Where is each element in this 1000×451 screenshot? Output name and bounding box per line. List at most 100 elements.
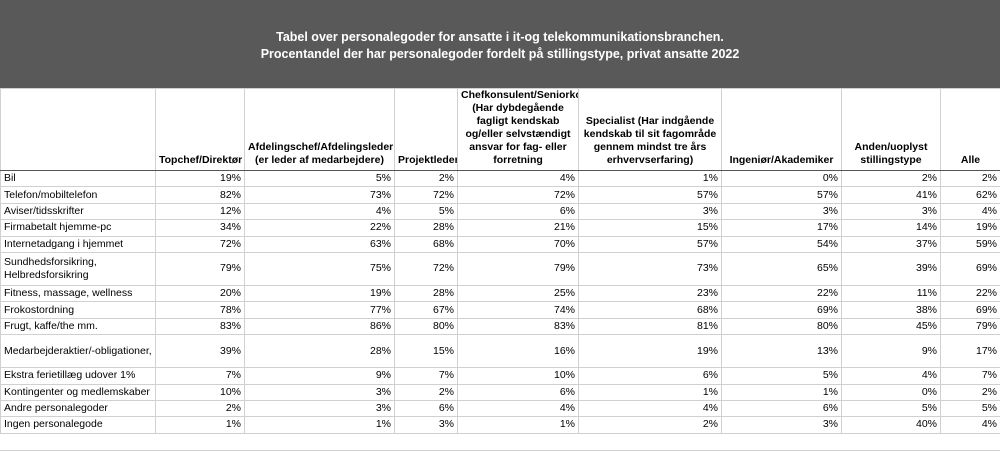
table-row: Bil 19% 5% 2% 4% 1% 0% 2% 2% bbox=[0, 169, 1000, 188]
cell: 72% bbox=[394, 251, 458, 286]
row-label: Frugt, kaffe/the mm. bbox=[0, 317, 156, 336]
cell: 2% bbox=[155, 399, 245, 418]
cell: 1% bbox=[244, 416, 395, 434]
cell: 6% bbox=[721, 399, 842, 418]
cell: 45% bbox=[841, 317, 941, 336]
cell: 68% bbox=[394, 235, 458, 253]
cell: 38% bbox=[841, 301, 941, 319]
row-label: Andre personalegoder bbox=[0, 399, 156, 418]
header-cell: Ingeniør/Akademiker bbox=[721, 88, 842, 171]
header-cell: Projektleder bbox=[394, 88, 458, 171]
spacer-cell bbox=[394, 432, 458, 451]
spacer-cell bbox=[721, 432, 842, 451]
cell: 6% bbox=[457, 202, 579, 221]
cell: 3% bbox=[721, 416, 842, 434]
cell: 65% bbox=[721, 251, 842, 286]
cell: 82% bbox=[155, 186, 245, 204]
table-row: Frugt, kaffe/the mm. 83% 86% 80% 83% 81% 80% 45… bbox=[0, 317, 1000, 336]
cell: 73% bbox=[578, 251, 722, 286]
cell: 1% bbox=[721, 383, 842, 401]
cell: 19% bbox=[244, 284, 395, 303]
cell: 83% bbox=[457, 317, 579, 336]
cell: 34% bbox=[155, 219, 245, 237]
row-label: Kontingenter og medlemskaber bbox=[0, 383, 156, 401]
cell: 19% bbox=[940, 219, 1000, 237]
cell: 2% bbox=[394, 169, 458, 188]
cell: 9% bbox=[841, 334, 941, 369]
cell: 3% bbox=[841, 202, 941, 221]
cell: 14% bbox=[841, 219, 941, 237]
header-cell: Anden/uoplyst stillingstype bbox=[841, 88, 941, 171]
cell: 2% bbox=[394, 383, 458, 401]
spacer-cell bbox=[244, 432, 395, 451]
header-cell: Chefkonsulent/Seniorkonsulent (Har dybde… bbox=[457, 88, 579, 171]
table-row: Ekstra ferietillæg udover 1% 7% 9% 7% 10% 6% 5… bbox=[0, 367, 1000, 385]
cell: 15% bbox=[394, 334, 458, 369]
cell: 4% bbox=[578, 399, 722, 418]
cell: 23% bbox=[578, 284, 722, 303]
cell: 19% bbox=[155, 169, 245, 188]
spacer-cell bbox=[155, 432, 245, 451]
row-label: Aviser/tidsskrifter bbox=[0, 202, 156, 221]
cell: 83% bbox=[155, 317, 245, 336]
spacer-row bbox=[0, 432, 1000, 451]
cell: 6% bbox=[578, 367, 722, 385]
cell: 5% bbox=[841, 399, 941, 418]
cell: 73% bbox=[244, 186, 395, 204]
cell: 77% bbox=[244, 301, 395, 319]
cell: 86% bbox=[244, 317, 395, 336]
cell: 1% bbox=[457, 416, 579, 434]
cell: 19% bbox=[578, 334, 722, 369]
cell: 2% bbox=[940, 169, 1000, 188]
cell: 72% bbox=[394, 186, 458, 204]
header-row: Topchef/Direktør Afdelingschef/Afdelingsl… bbox=[0, 88, 1000, 171]
cell: 41% bbox=[841, 186, 941, 204]
cell: 0% bbox=[721, 169, 842, 188]
cell: 79% bbox=[155, 251, 245, 286]
cell: 15% bbox=[578, 219, 722, 237]
cell: 6% bbox=[457, 383, 579, 401]
cell: 79% bbox=[940, 317, 1000, 336]
row-label: Firmabetalt hjemme-pc bbox=[0, 219, 156, 237]
cell: 17% bbox=[721, 219, 842, 237]
table-row: Fitness, massage, wellness 20% 19% 28% 25% 23… bbox=[0, 284, 1000, 303]
title-band: Tabel over personalegoder for ansatte i … bbox=[0, 0, 1000, 88]
header-cell bbox=[0, 88, 156, 171]
cell: 57% bbox=[578, 235, 722, 253]
header-cell: Specialist (Har indgående kendskab til s… bbox=[578, 88, 722, 171]
cell: 22% bbox=[244, 219, 395, 237]
row-label: Medarbejderaktier/-obligationer, bbox=[0, 334, 156, 369]
cell: 74% bbox=[457, 301, 579, 319]
cell: 2% bbox=[841, 169, 941, 188]
table-row: Frokostordning 78% 77% 67% 74% 68% 69% 38% 69% bbox=[0, 301, 1000, 319]
cell: 37% bbox=[841, 235, 941, 253]
cell: 3% bbox=[578, 202, 722, 221]
cell: 7% bbox=[394, 367, 458, 385]
cell: 80% bbox=[721, 317, 842, 336]
cell: 81% bbox=[578, 317, 722, 336]
cell: 40% bbox=[841, 416, 941, 434]
cell: 1% bbox=[578, 383, 722, 401]
cell: 1% bbox=[578, 169, 722, 188]
cell: 5% bbox=[394, 202, 458, 221]
cell: 25% bbox=[457, 284, 579, 303]
table-row: Medarbejderaktier/-obligationer, 39% 28% 15… bbox=[0, 334, 1000, 369]
cell: 13% bbox=[721, 334, 842, 369]
table-row: Sundhedsforsikring, Helbredsforsikring 79… bbox=[0, 251, 1000, 286]
cell: 22% bbox=[940, 284, 1000, 303]
table-body: Bil 19% 5% 2% 4% 1% 0% 2% 2% Telefon/mobiltelefon… bbox=[0, 169, 1000, 451]
header-cell: Alle bbox=[940, 88, 1000, 171]
header-cell: Topchef/Direktør bbox=[155, 88, 245, 171]
cell: 72% bbox=[457, 186, 579, 204]
cell: 7% bbox=[940, 367, 1000, 385]
cell: 0% bbox=[841, 383, 941, 401]
spacer-cell bbox=[0, 432, 156, 451]
cell: 10% bbox=[457, 367, 579, 385]
cell: 59% bbox=[940, 235, 1000, 253]
cell: 4% bbox=[244, 202, 395, 221]
cell: 63% bbox=[244, 235, 395, 253]
cell: 1% bbox=[155, 416, 245, 434]
cell: 10% bbox=[155, 383, 245, 401]
row-label: Fitness, massage, wellness bbox=[0, 284, 156, 303]
